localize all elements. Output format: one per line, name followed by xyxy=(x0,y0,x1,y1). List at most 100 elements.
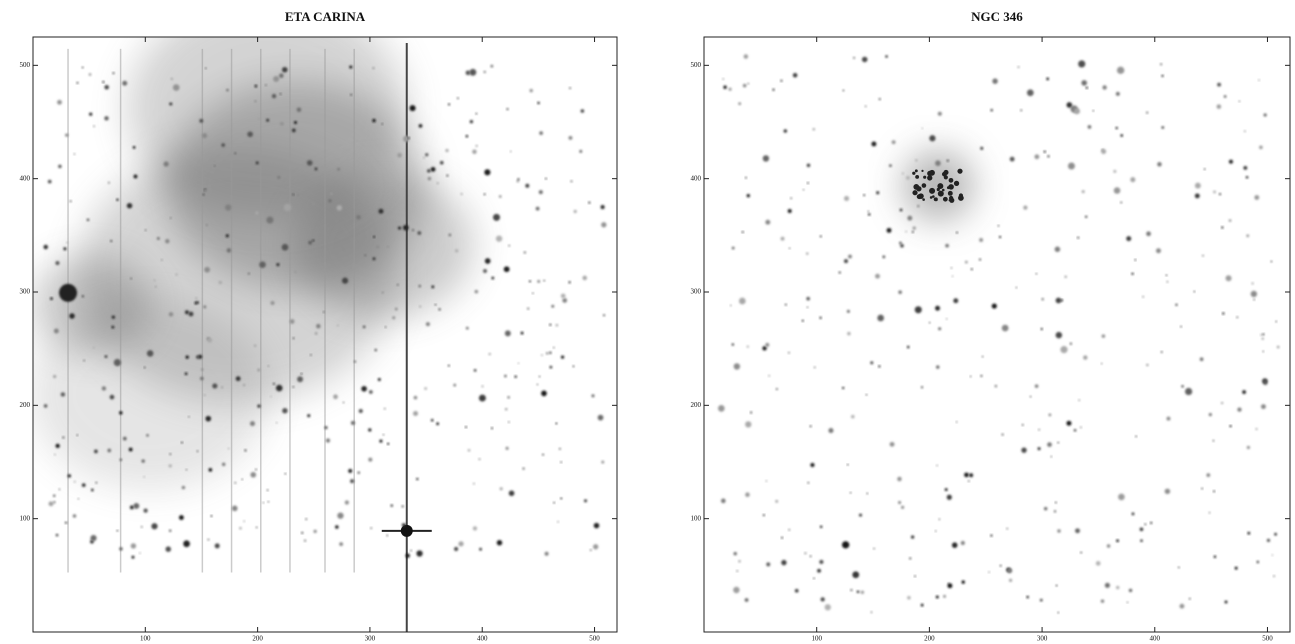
star xyxy=(915,169,918,172)
star xyxy=(65,134,68,137)
star xyxy=(1160,63,1162,65)
star xyxy=(297,107,302,112)
star xyxy=(543,280,545,282)
star xyxy=(530,89,533,92)
star xyxy=(868,213,871,216)
star xyxy=(144,367,146,369)
star xyxy=(250,421,255,426)
star xyxy=(900,244,904,248)
star xyxy=(397,153,402,158)
star xyxy=(936,465,938,467)
star xyxy=(290,319,295,324)
star xyxy=(256,212,259,215)
star xyxy=(435,304,437,306)
star xyxy=(379,440,382,443)
star xyxy=(968,480,970,482)
star xyxy=(1255,428,1257,430)
star xyxy=(104,85,109,90)
star xyxy=(437,182,439,184)
star xyxy=(186,356,189,359)
star xyxy=(570,180,572,182)
star xyxy=(847,332,850,335)
star xyxy=(87,219,90,222)
star xyxy=(292,386,294,388)
star xyxy=(851,415,855,419)
star xyxy=(1239,100,1241,102)
star xyxy=(810,555,812,557)
star xyxy=(553,347,555,349)
star xyxy=(1185,388,1192,395)
star xyxy=(398,226,401,229)
star xyxy=(557,521,559,523)
star xyxy=(1221,402,1223,404)
star xyxy=(1209,413,1212,416)
star xyxy=(901,506,904,509)
star xyxy=(1180,604,1185,609)
star xyxy=(1041,328,1043,330)
star xyxy=(466,327,469,330)
star xyxy=(161,259,163,261)
star xyxy=(151,523,157,529)
star xyxy=(89,113,92,116)
star xyxy=(1114,187,1121,194)
star xyxy=(402,505,404,507)
star xyxy=(185,310,189,314)
star xyxy=(93,347,95,349)
star xyxy=(139,552,141,554)
star xyxy=(473,526,477,530)
star xyxy=(465,426,467,428)
star xyxy=(853,57,855,59)
star xyxy=(204,189,207,192)
star xyxy=(1066,421,1071,426)
star xyxy=(1021,447,1026,452)
star xyxy=(83,360,85,362)
star xyxy=(282,408,287,413)
star xyxy=(508,245,510,247)
star xyxy=(1007,568,1012,573)
star xyxy=(946,318,948,320)
star xyxy=(525,184,529,188)
star xyxy=(1001,433,1003,435)
star xyxy=(875,274,880,279)
star xyxy=(143,509,147,513)
star xyxy=(440,161,444,165)
star xyxy=(1046,77,1049,80)
star xyxy=(999,236,1001,238)
star xyxy=(1271,261,1273,263)
star xyxy=(110,395,115,400)
star xyxy=(402,523,406,527)
star xyxy=(254,345,256,347)
star xyxy=(1261,404,1266,409)
star xyxy=(747,345,749,347)
star xyxy=(560,497,562,499)
star xyxy=(236,376,241,381)
star xyxy=(598,415,604,421)
star xyxy=(870,361,873,364)
star xyxy=(293,337,295,339)
star xyxy=(839,271,841,273)
star xyxy=(305,518,307,520)
star xyxy=(862,57,868,63)
star xyxy=(1127,602,1129,604)
star xyxy=(1275,321,1277,323)
star xyxy=(58,488,60,490)
star xyxy=(234,152,236,154)
star xyxy=(793,73,798,78)
star xyxy=(382,292,384,294)
star xyxy=(454,547,458,551)
star xyxy=(247,131,253,137)
star xyxy=(734,363,740,369)
star xyxy=(744,54,749,59)
star xyxy=(807,164,810,167)
star xyxy=(56,534,59,537)
star xyxy=(431,285,434,288)
star xyxy=(581,109,585,113)
star xyxy=(847,464,849,466)
star xyxy=(112,72,114,74)
star xyxy=(915,306,922,313)
star xyxy=(50,297,53,300)
star xyxy=(532,292,534,294)
star xyxy=(1118,494,1125,501)
star xyxy=(806,252,808,254)
x-tick-label: 400 xyxy=(477,635,488,643)
